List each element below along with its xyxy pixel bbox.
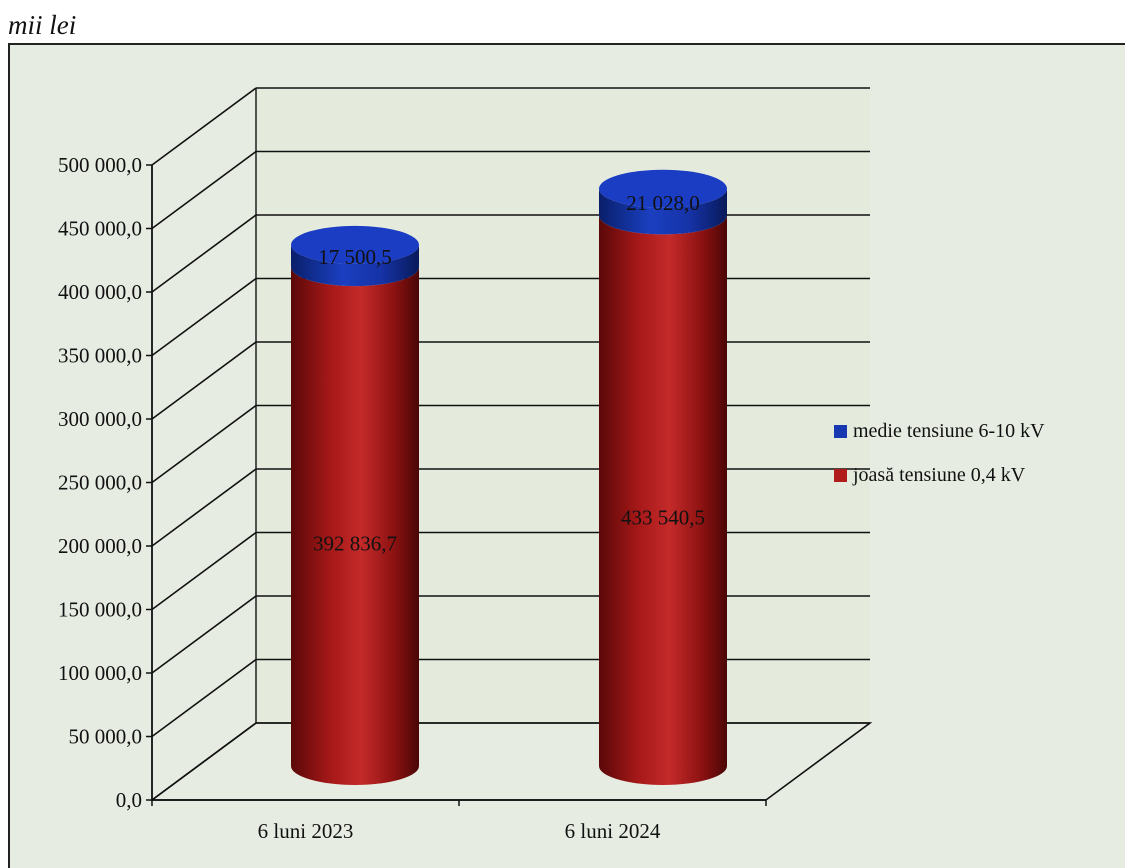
x-tick-label: 6 luni 2023 [258, 819, 354, 843]
unit-label: mii lei [8, 10, 77, 40]
bar-segment [291, 267, 419, 785]
gridline-diagonal [151, 658, 257, 738]
gridline-diagonal [151, 341, 257, 420]
data-label: 433 540,5 [621, 506, 705, 530]
gridline-diagonal [151, 150, 257, 230]
y-tick-label: 300 000,0 [58, 407, 142, 431]
data-label: 17 500,5 [318, 245, 392, 269]
data-label: 21 028,0 [626, 191, 700, 215]
bar-segment [599, 215, 727, 785]
gridline-diagonal [151, 531, 257, 611]
y-tick-label: 50 000,0 [69, 725, 143, 749]
y-tick-label: 100 000,0 [58, 661, 142, 685]
y-tick-label: 200 000,0 [58, 534, 142, 558]
y-tick-label: 250 000,0 [58, 471, 142, 495]
legend-label: medie tensiune 6-10 kV [853, 420, 1045, 442]
y-tick-label: 450 000,0 [58, 217, 142, 241]
gridline-diagonal [151, 595, 257, 674]
floor [149, 722, 873, 801]
y-tick-label: 500 000,0 [58, 153, 142, 177]
legend-label: joasă tensiune 0,4 kV [852, 464, 1026, 486]
y-tick-label: 0,0 [116, 788, 142, 812]
gridline-diagonal [151, 404, 257, 484]
gridline-diagonal [151, 277, 257, 357]
bar-top-cap [599, 169, 727, 208]
bar-segment [599, 188, 727, 235]
gridline-diagonal [151, 468, 257, 547]
data-label: 392 836,7 [313, 532, 397, 556]
grid-layer [149, 87, 873, 801]
y-tick-label: 150 000,0 [58, 598, 142, 622]
gridline-diagonal [151, 87, 257, 166]
axis-layer: 0,0 50 000,0 100 000,0 150 000,0 200 000,0 25… [58, 153, 767, 843]
bars-layer: 392 836,7 17 500,5 433 540,5 21 028,0 [291, 169, 727, 785]
y-tick-label: 400 000,0 [58, 280, 142, 304]
legend: medie tensiune 6-10 kV joasă tensiune 0,4… [834, 420, 1045, 486]
legend-swatch [834, 469, 847, 482]
gridline-diagonal [151, 214, 257, 293]
legend-swatch [834, 425, 847, 438]
x-tick-label: 6 luni 2024 [565, 819, 661, 843]
y-tick-label: 350 000,0 [58, 344, 142, 368]
bar-top-cap [291, 225, 419, 264]
bar-segment [291, 244, 419, 287]
